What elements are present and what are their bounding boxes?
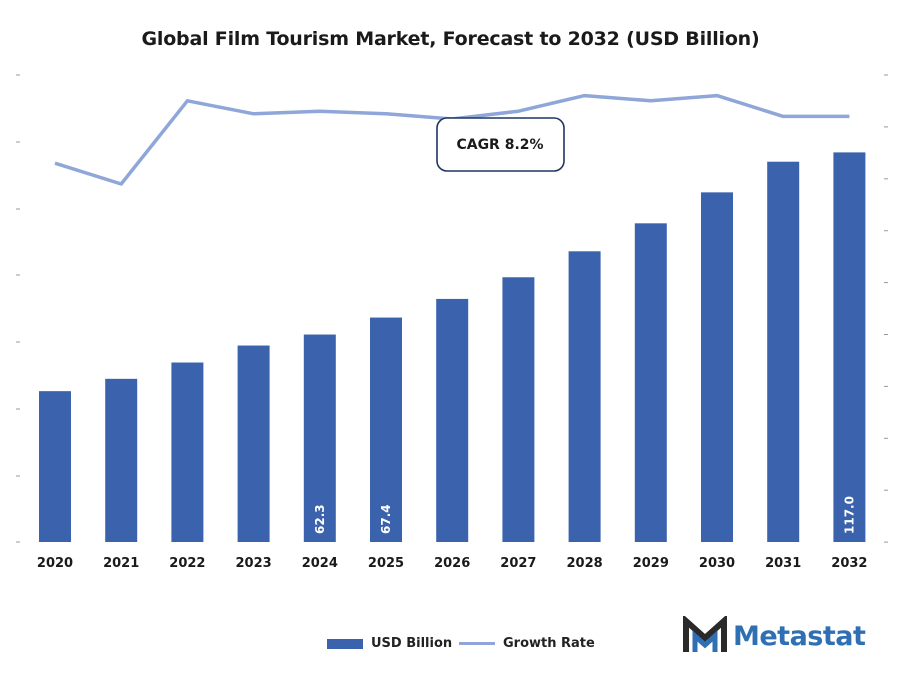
legend-line-entry: Growth Rate — [459, 636, 595, 651]
data-label-2025: 67.4 — [379, 504, 393, 534]
bar-2022 — [171, 362, 204, 542]
bar-2029 — [634, 223, 667, 542]
x-tick-label-2025: 2025 — [368, 556, 404, 571]
legend-bar-label: USD Billion — [371, 636, 453, 651]
bar-2024 — [303, 334, 336, 542]
left-axis-ticks — [16, 74, 20, 543]
cagr-callout-text: CAGR 8.2% — [456, 137, 543, 153]
cagr-callout-box — [436, 117, 565, 172]
bar-2021 — [105, 378, 138, 542]
bar-2030 — [701, 192, 733, 542]
x-axis-labels: 2020 2021 2022 2023 2024 2025 2026 2027 2028 2029… — [37, 556, 868, 571]
chart-title: Global Film Tourism Market, Forecast to … — [141, 28, 760, 50]
metastat-m-icon — [683, 616, 727, 652]
x-tick-label-2023: 2023 — [236, 556, 272, 571]
brand-logo: Metastat — [683, 616, 866, 656]
x-tick-label-2021: 2021 — [103, 556, 139, 571]
x-tick-label-2029: 2029 — [633, 556, 669, 571]
x-tick-label-2031: 2031 — [765, 556, 801, 571]
bar-2025 — [370, 317, 402, 542]
x-tick-label-2028: 2028 — [567, 556, 603, 571]
x-tick-label-2024: 2024 — [302, 556, 338, 571]
bar-2031 — [767, 161, 800, 543]
legend-line-swatch — [459, 642, 495, 645]
x-tick-label-2032: 2032 — [831, 556, 867, 571]
data-label-2024: 62.3 — [313, 504, 327, 534]
legend-bar-entry: USD Billion — [327, 636, 452, 651]
x-tick-label-2022: 2022 — [169, 556, 205, 571]
bar-2023 — [237, 345, 270, 542]
brand-logo-text: Metastat — [733, 620, 866, 652]
data-label-2032: 117.0 — [842, 496, 856, 534]
bar-2027 — [502, 277, 535, 542]
bar-2026 — [436, 298, 469, 542]
legend-bar-swatch — [327, 638, 363, 649]
x-tick-label-2030: 2030 — [699, 556, 735, 571]
bar-2028 — [568, 251, 601, 542]
bar-2032 — [833, 152, 866, 542]
x-tick-label-2026: 2026 — [434, 556, 470, 571]
right-axis-ticks — [884, 74, 888, 543]
cagr-callout: CAGR 8.2% — [436, 117, 565, 172]
legend-line-label: Growth Rate — [503, 636, 595, 651]
x-tick-label-2027: 2027 — [500, 556, 536, 571]
bar-series: 62.3 67.4 117.0 — [39, 152, 866, 543]
x-tick-label-2020: 2020 — [37, 556, 73, 571]
bar-2020 — [39, 391, 71, 542]
